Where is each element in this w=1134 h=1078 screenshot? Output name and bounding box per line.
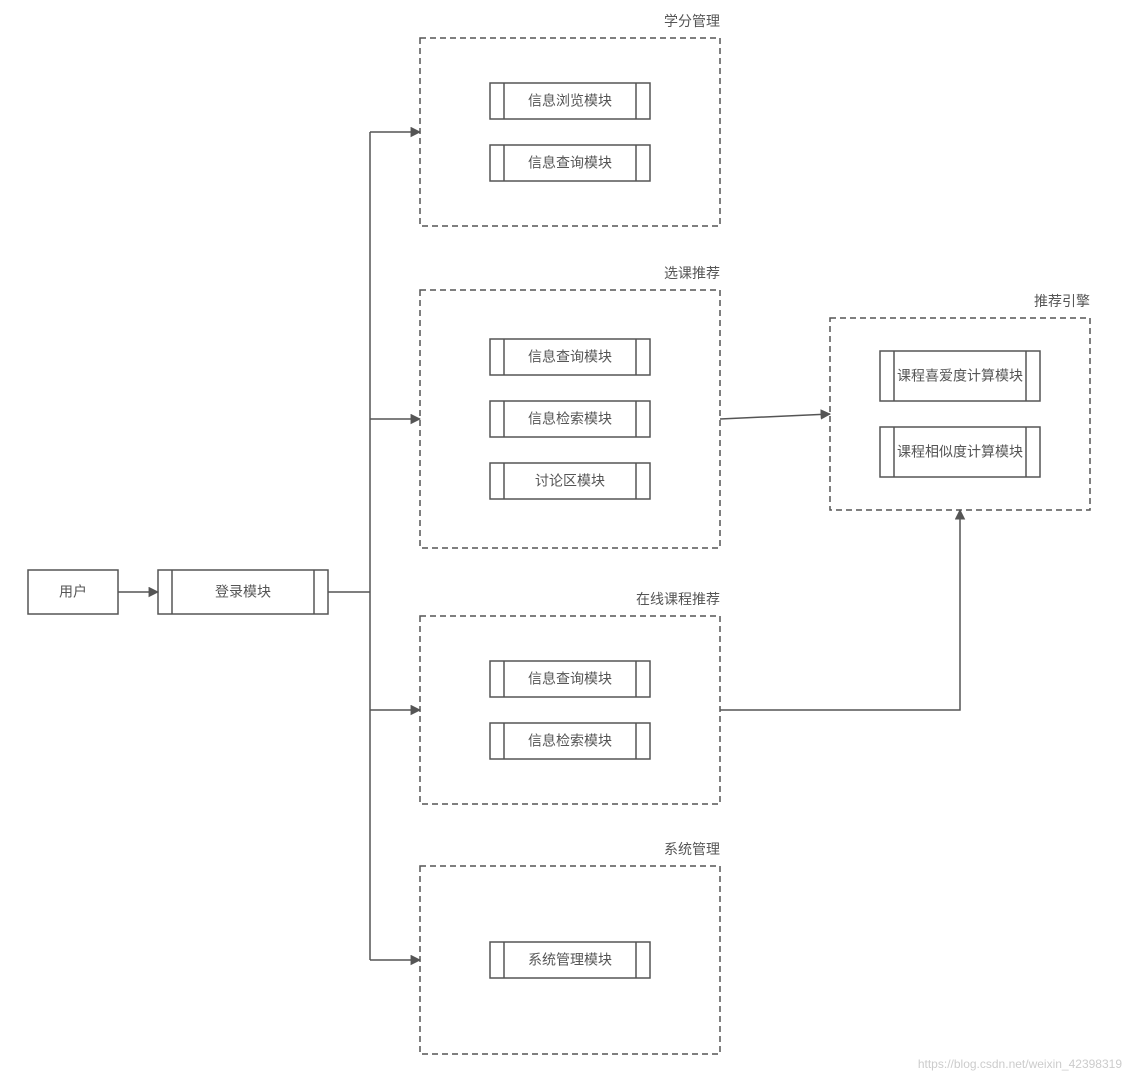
- module-sys_mgmt-0: 系统管理模块: [490, 942, 650, 978]
- svg-text:用户: 用户: [59, 584, 87, 600]
- svg-text:信息浏览模块: 信息浏览模块: [528, 93, 612, 109]
- group-sys_mgmt: 系统管理: [420, 841, 720, 1054]
- svg-text:讨论区模块: 讨论区模块: [535, 473, 605, 489]
- module-course_rec-0: 信息查询模块: [490, 339, 650, 375]
- svg-text:信息查询模块: 信息查询模块: [528, 155, 612, 171]
- module-course_rec-1: 信息检索模块: [490, 401, 650, 437]
- module-engine-0: 课程喜爱度计算模块: [880, 351, 1040, 401]
- svg-text:登录模块: 登录模块: [215, 584, 271, 600]
- svg-text:系统管理模块: 系统管理模块: [528, 952, 612, 968]
- svg-text:信息检索模块: 信息检索模块: [528, 411, 612, 427]
- watermark: https://blog.csdn.net/weixin_42398319: [918, 1057, 1122, 1071]
- svg-text:信息查询模块: 信息查询模块: [528, 671, 612, 687]
- system-architecture-diagram: 用户登录模块学分管理信息浏览模块信息查询模块选课推荐信息查询模块信息检索模块讨论…: [0, 0, 1134, 1078]
- svg-text:选课推荐: 选课推荐: [664, 265, 720, 281]
- module-engine-1: 课程相似度计算模块: [880, 427, 1040, 477]
- module-online_rec-1: 信息检索模块: [490, 723, 650, 759]
- svg-text:系统管理: 系统管理: [664, 841, 720, 857]
- login-module-box: 登录模块: [158, 570, 328, 614]
- svg-text:信息检索模块: 信息检索模块: [528, 733, 612, 749]
- module-course_rec-2: 讨论区模块: [490, 463, 650, 499]
- module-credit-1: 信息查询模块: [490, 145, 650, 181]
- svg-text:推荐引擎: 推荐引擎: [1034, 293, 1090, 309]
- svg-text:信息查询模块: 信息查询模块: [528, 349, 612, 365]
- group-course_rec: 选课推荐: [420, 265, 720, 548]
- svg-text:课程相似度计算模块: 课程相似度计算模块: [897, 444, 1023, 460]
- svg-text:在线课程推荐: 在线课程推荐: [636, 591, 720, 607]
- user-box: 用户: [28, 570, 118, 614]
- svg-text:学分管理: 学分管理: [664, 13, 720, 29]
- module-credit-0: 信息浏览模块: [490, 83, 650, 119]
- module-online_rec-0: 信息查询模块: [490, 661, 650, 697]
- svg-text:课程喜爱度计算模块: 课程喜爱度计算模块: [897, 368, 1023, 384]
